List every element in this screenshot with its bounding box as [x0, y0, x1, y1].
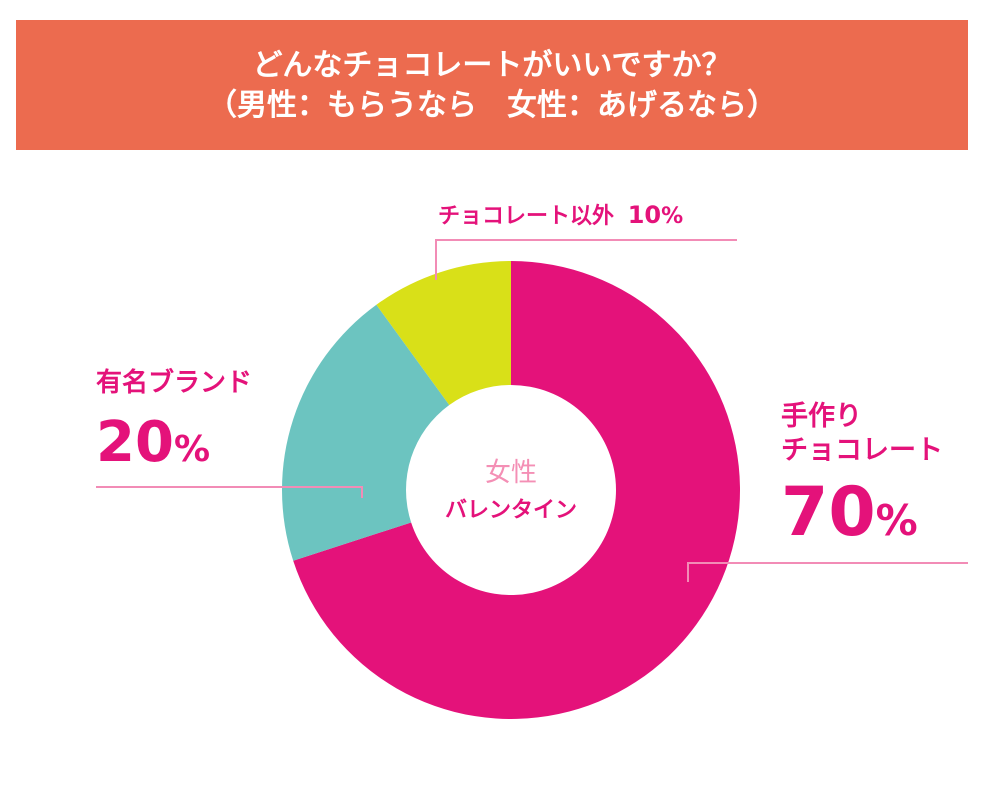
center-label-bottom: バレンタイン: [444, 498, 577, 523]
label-brand-value: 20: [96, 410, 174, 475]
slice-brand: [282, 304, 450, 561]
title-banner: どんなチョコレートがいいですか？ （男性：もらうなら 女性：あげるなら）: [16, 20, 968, 150]
slice-handmade: [293, 261, 740, 719]
label-handmade-unit: %: [875, 496, 918, 545]
center-label-top: 女性: [484, 458, 537, 488]
leader-line-handmade: [687, 562, 968, 582]
label-brand-percent: 20%: [96, 412, 210, 474]
slice-other: [376, 261, 511, 406]
label-other: チョコレート以外 10%: [438, 198, 683, 230]
leader-line-brand: [96, 486, 363, 498]
label-brand-name: 有名ブランド: [96, 368, 253, 398]
label-brand-unit: %: [173, 429, 211, 470]
leader-line-other: [435, 239, 737, 280]
label-handmade-line1: 手作り: [781, 401, 862, 432]
label-other-unit: %: [661, 204, 684, 229]
label-other-value: 10: [627, 201, 662, 229]
label-other-text: チョコレート以外: [438, 204, 615, 229]
label-handmade-value: 70: [781, 473, 876, 552]
chart-subtitle: （男性：もらうなら 女性：あげるなら）: [207, 88, 777, 123]
label-handmade-percent: 70%: [781, 479, 918, 547]
label-handmade-line2: チョコレート: [781, 435, 943, 466]
chart-title: どんなチョコレートがいいですか？: [252, 48, 732, 83]
